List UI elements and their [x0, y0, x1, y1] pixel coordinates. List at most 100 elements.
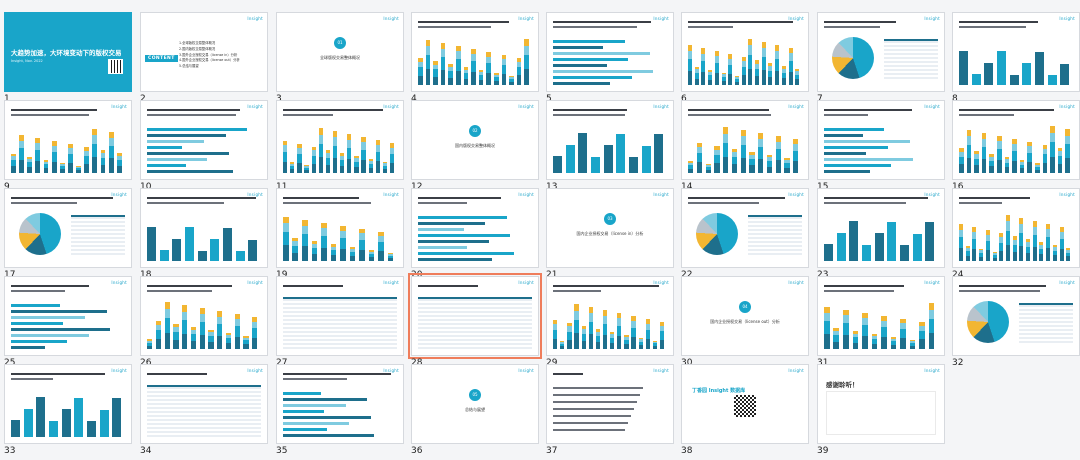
slide-preview[interactable]: Insight [546, 12, 674, 92]
slide-preview[interactable]: Insight [681, 12, 809, 92]
slide-thumbnail-27[interactable]: Insight 27 [276, 276, 404, 368]
slide-thumbnail-7[interactable]: Insight 7 [817, 12, 945, 104]
slide-preview[interactable]: Insight [4, 364, 132, 444]
slide-preview[interactable]: Insight [408, 273, 542, 359]
chart-bar [208, 329, 214, 333]
chart-bar [659, 322, 665, 327]
slide-thumbnail-15[interactable]: Insight 15 [817, 100, 945, 192]
chart-bar [19, 135, 25, 141]
slide-thumbnail-20[interactable]: Insight 20 [411, 188, 539, 280]
slide-preview[interactable]: Insight [140, 364, 268, 444]
chart-bar [617, 318, 622, 326]
slide-preview[interactable]: Insight [681, 188, 809, 268]
chart-bar [824, 169, 870, 173]
slide-preview[interactable]: Insight [411, 12, 539, 92]
chart-bar [1057, 156, 1063, 165]
chart-bar [553, 75, 632, 79]
slide-thumbnail-25[interactable]: Insight 25 [4, 276, 132, 368]
slide-thumbnail-6[interactable]: Insight 6 [681, 12, 809, 104]
slide-thumbnail-23[interactable]: Insight 23 [817, 188, 945, 280]
slide-preview[interactable]: Insight [276, 276, 404, 356]
slide-number: 14 [681, 182, 693, 192]
slide-thumbnail-18[interactable]: Insight 18 [140, 188, 268, 280]
chart-bar [553, 329, 558, 339]
chart-bar [1052, 255, 1057, 261]
chart-bar [871, 336, 878, 340]
slide-thumbnail-32[interactable]: Insight 32 [952, 276, 1080, 368]
slide-preview[interactable]: Insight [817, 188, 945, 268]
slide-thumbnail-19[interactable]: Insight 19 [276, 188, 404, 280]
slide-preview[interactable]: Insight [276, 188, 404, 268]
slide-thumbnail-12[interactable]: Insight 02 国内版权交易整体概况 12 [411, 100, 539, 192]
slide-thumbnail-24[interactable]: Insight 24 [952, 188, 1080, 280]
slide-preview[interactable]: Insight [817, 12, 945, 92]
slide-preview[interactable]: Insight 01 全球版权交易整体概况 [276, 12, 404, 92]
slide-thumbnail-11[interactable]: Insight 11 [276, 100, 404, 192]
slide-thumbnail-28[interactable]: Insight 28 [408, 273, 542, 368]
slide-thumbnail-35[interactable]: Insight 35 [276, 364, 404, 456]
slide-thumbnail-39[interactable]: Insight 感谢聆听！ 39 [817, 364, 945, 456]
chart-bar [688, 45, 693, 51]
slide-thumbnail-38[interactable]: Insight 丁香园 Insight 数据库 38 [681, 364, 809, 456]
slide-preview[interactable]: Insight [952, 276, 1080, 356]
slide-preview[interactable]: Insight [140, 100, 268, 180]
slide-preview[interactable]: Insight [546, 364, 674, 444]
slide-preview[interactable]: Insight [4, 188, 132, 268]
slide-preview[interactable]: Insight [4, 276, 132, 356]
slide-preview[interactable]: Insight [952, 12, 1080, 92]
slide-thumbnail-14[interactable]: Insight 14 [681, 100, 809, 192]
slide-thumbnail-17[interactable]: Insight 17 [4, 188, 132, 280]
slide-thumbnail-2[interactable]: Insight CONTENT 1.全球版权交易整体概况 2.国内版权交易整体概况 3.… [140, 12, 268, 104]
chart-bar [881, 315, 887, 321]
slide-thumbnail-13[interactable]: Insight 13 [546, 100, 674, 192]
chart-bar [347, 134, 352, 140]
slide-preview[interactable]: Insight 03 国内企业授权交易（license in）分析 [546, 188, 674, 268]
slide-thumbnail-3[interactable]: Insight 01 全球版权交易整体概况 3 [276, 12, 404, 104]
slide-preview[interactable]: Insight [681, 100, 809, 180]
slide-thumbnail-30[interactable]: Insight 04 国内企业授权交易（license out）分析 30 [681, 276, 809, 368]
slide-thumbnail-4[interactable]: Insight 4 [411, 12, 539, 104]
slide-thumbnail-8[interactable]: Insight 8 [952, 12, 1080, 104]
slide-preview[interactable]: Insight 感谢聆听！ [817, 364, 945, 444]
chart-preview [147, 123, 261, 173]
chart-bar [723, 143, 729, 157]
chart-bar [463, 73, 469, 79]
slide-thumbnail-5[interactable]: Insight 5 [546, 12, 674, 104]
chart-bar [292, 246, 299, 253]
slide-preview[interactable]: Insight [140, 276, 268, 356]
slide-thumbnail-37[interactable]: Insight 37 [546, 364, 674, 456]
slide-heading-line [824, 109, 912, 111]
slide-preview[interactable]: Insight [817, 100, 945, 180]
slide-thumbnail-29[interactable]: Insight 29 [546, 276, 674, 368]
slide-preview[interactable]: Insight 04 国内企业授权交易（license out）分析 [681, 276, 809, 356]
slide-preview[interactable]: Insight [817, 276, 945, 356]
slide-thumbnail-26[interactable]: Insight 26 [140, 276, 268, 368]
slide-thumbnail-33[interactable]: Insight 33 [4, 364, 132, 456]
slide-thumbnail-22[interactable]: Insight 22 [681, 188, 809, 280]
slide-thumbnail-10[interactable]: Insight 10 [140, 100, 268, 192]
slide-preview[interactable]: Insight [952, 188, 1080, 268]
slide-thumbnail-1[interactable]: 大趋势加速，大环境变动下的版权交易 Insight, Nov. 2022 1 [4, 12, 132, 104]
slide-preview[interactable]: Insight [276, 100, 404, 180]
slide-preview[interactable]: Insight [546, 276, 674, 356]
slide-preview[interactable]: Insight [276, 364, 404, 444]
slide-preview[interactable]: Insight CONTENT 1.全球版权交易整体概况 2.国内版权交易整体概况 3.… [140, 12, 268, 92]
chart-bar [793, 144, 799, 151]
slide-preview[interactable]: Insight [411, 188, 539, 268]
slide-thumbnail-9[interactable]: Insight 9 [4, 100, 132, 192]
slide-preview[interactable]: 大趋势加速，大环境变动下的版权交易 Insight, Nov. 2022 [4, 12, 132, 92]
chart-bar [824, 312, 830, 322]
slide-preview[interactable]: Insight [140, 188, 268, 268]
slide-preview[interactable]: Insight 05 总结与展望 [411, 364, 539, 444]
slide-preview[interactable]: Insight 丁香园 Insight 数据库 [681, 364, 809, 444]
slide-thumbnail-16[interactable]: Insight 16 [952, 100, 1080, 192]
slide-preview[interactable]: Insight [546, 100, 674, 180]
chart-bar [210, 239, 220, 261]
slide-preview[interactable]: Insight 02 国内版权交易整体概况 [411, 100, 539, 180]
slide-thumbnail-34[interactable]: Insight 34 [140, 364, 268, 456]
slide-preview[interactable]: Insight [952, 100, 1080, 180]
slide-thumbnail-21[interactable]: Insight 03 国内企业授权交易（license in）分析 21 [546, 188, 674, 280]
slide-preview[interactable]: Insight [4, 100, 132, 180]
slide-thumbnail-36[interactable]: Insight 05 总结与展望 36 [411, 364, 539, 456]
slide-thumbnail-31[interactable]: Insight 31 [817, 276, 945, 368]
